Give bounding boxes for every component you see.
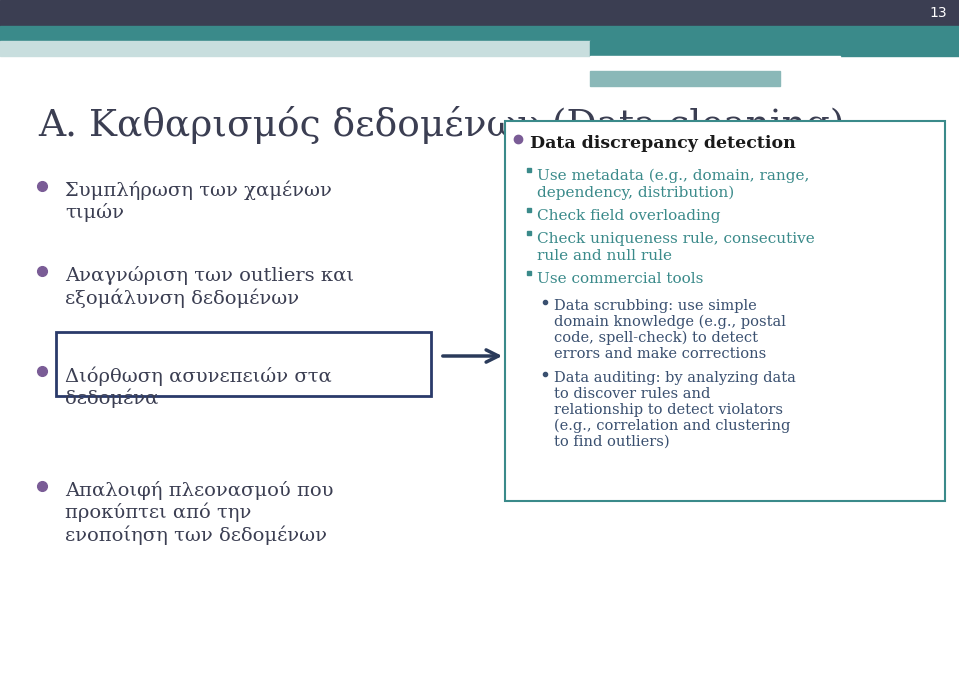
Bar <box>527 168 531 172</box>
FancyBboxPatch shape <box>56 332 431 396</box>
Text: Data scrubbing: use simple: Data scrubbing: use simple <box>554 299 757 313</box>
Bar <box>527 208 531 212</box>
Bar <box>0 0 959 26</box>
Text: to discover rules and: to discover rules and <box>554 387 711 401</box>
Text: 13: 13 <box>929 6 947 20</box>
Text: code, spell-check) to detect: code, spell-check) to detect <box>554 331 758 345</box>
Text: εξομάλυνση δεδομένων: εξομάλυνση δεδομένων <box>65 288 299 307</box>
Bar <box>0 26 959 41</box>
Text: Use metadata (e.g., domain, range,: Use metadata (e.g., domain, range, <box>537 169 809 183</box>
Text: rule and null rule: rule and null rule <box>537 249 672 263</box>
Bar <box>527 271 531 275</box>
Text: Check uniqueness rule, consecutive: Check uniqueness rule, consecutive <box>537 232 815 246</box>
Text: Διόρθωση ασυνεπειών στα: Διόρθωση ασυνεπειών στα <box>65 366 332 386</box>
Bar <box>590 41 959 56</box>
Text: (e.g., correlation and clustering: (e.g., correlation and clustering <box>554 419 790 434</box>
Text: dependency, distribution): dependency, distribution) <box>537 186 735 200</box>
Text: domain knowledge (e.g., postal: domain knowledge (e.g., postal <box>554 315 785 329</box>
Text: Check field overloading: Check field overloading <box>537 209 720 223</box>
Bar <box>590 71 780 86</box>
Text: Use commercial tools: Use commercial tools <box>537 272 703 286</box>
Text: τιμών: τιμών <box>65 203 124 222</box>
Text: Data auditing: by analyzing data: Data auditing: by analyzing data <box>554 371 796 385</box>
Text: errors and make corrections: errors and make corrections <box>554 347 766 361</box>
Text: δεδομένα: δεδομένα <box>65 388 158 407</box>
Text: ενοποίηση των δεδομένων: ενοποίηση των δεδομένων <box>65 525 327 545</box>
Text: A. Καθαρισμός δεδομένων (Data cleaning): A. Καθαρισμός δεδομένων (Data cleaning) <box>38 106 845 145</box>
Text: προκύπτει από την: προκύπτει από την <box>65 503 251 523</box>
Bar <box>0 41 590 56</box>
Text: Data discrepancy detection: Data discrepancy detection <box>530 135 796 152</box>
Text: Συμπλήρωση των χαμένων: Συμπλήρωση των χαμένων <box>65 181 332 200</box>
Bar <box>527 231 531 235</box>
Text: Απαλοιφή πλεονασμού που: Απαλοιφή πλεονασμού που <box>65 481 334 500</box>
FancyBboxPatch shape <box>505 121 945 501</box>
Text: Αναγνώριση των outliers και: Αναγνώριση των outliers και <box>65 266 354 285</box>
Text: to find outliers): to find outliers) <box>554 435 669 449</box>
Bar <box>590 56 840 71</box>
Text: relationship to detect violators: relationship to detect violators <box>554 403 783 417</box>
